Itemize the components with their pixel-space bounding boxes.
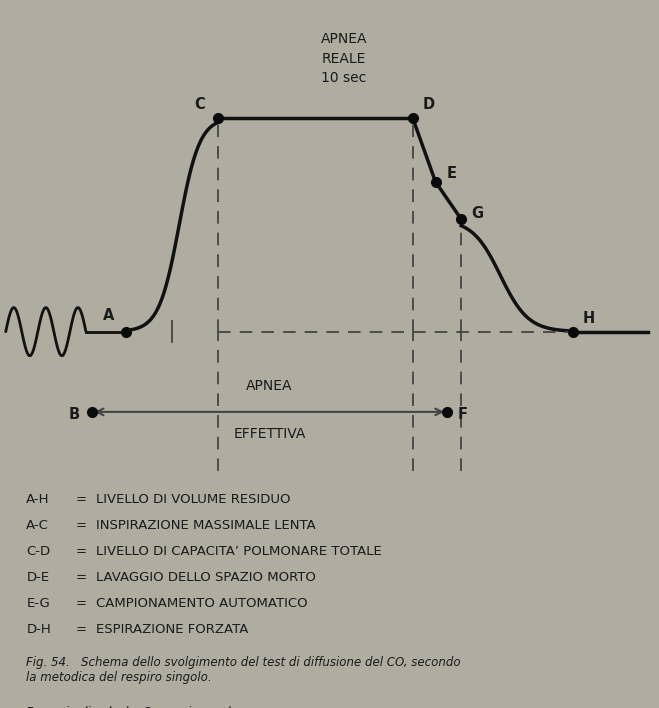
Text: E-G: E-G (26, 597, 50, 610)
Text: =: = (76, 545, 87, 558)
Text: Fig. 54.   Schema dello svolgimento del test di diffusione del CO, secondo
la me: Fig. 54. Schema dello svolgimento del te… (26, 656, 461, 684)
Text: CAMPIONAMENTO AUTOMATICO: CAMPIONAMENTO AUTOMATICO (96, 597, 307, 610)
Text: D-H: D-H (26, 623, 51, 636)
Text: =: = (76, 519, 87, 532)
Text: LIVELLO DI VOLUME RESIDUO: LIVELLO DI VOLUME RESIDUO (96, 493, 290, 506)
Text: A-H: A-H (26, 493, 50, 506)
Text: A: A (103, 308, 115, 323)
Text: C: C (194, 97, 205, 112)
Text: APNEA: APNEA (246, 379, 293, 393)
Text: =: = (76, 493, 87, 506)
Text: APNEA
REALE
10 sec: APNEA REALE 10 sec (320, 32, 367, 85)
Text: LAVAGGIO DELLO SPAZIO MORTO: LAVAGGIO DELLO SPAZIO MORTO (96, 571, 316, 584)
Text: G: G (471, 207, 484, 222)
Text: =: = (76, 597, 87, 610)
Text: A-C: A-C (26, 519, 49, 532)
Text: D: D (422, 97, 435, 112)
Text: Esempio di calcolo. Supponiamo che:: Esempio di calcolo. Supponiamo che: (26, 706, 246, 708)
Text: F: F (458, 407, 468, 422)
Text: D-E: D-E (26, 571, 49, 584)
Text: EFFETTIVA: EFFETTIVA (233, 427, 306, 441)
Text: ESPIRAZIONE FORZATA: ESPIRAZIONE FORZATA (96, 623, 248, 636)
Text: =: = (76, 623, 87, 636)
Text: C-D: C-D (26, 545, 51, 558)
Text: E: E (447, 166, 457, 181)
Text: H: H (583, 311, 595, 326)
Text: INSPIRAZIONE MASSIMALE LENTA: INSPIRAZIONE MASSIMALE LENTA (96, 519, 315, 532)
Text: B: B (69, 407, 80, 422)
Text: =: = (76, 571, 87, 584)
Text: LIVELLO DI CAPACITA’ POLMONARE TOTALE: LIVELLO DI CAPACITA’ POLMONARE TOTALE (96, 545, 382, 558)
